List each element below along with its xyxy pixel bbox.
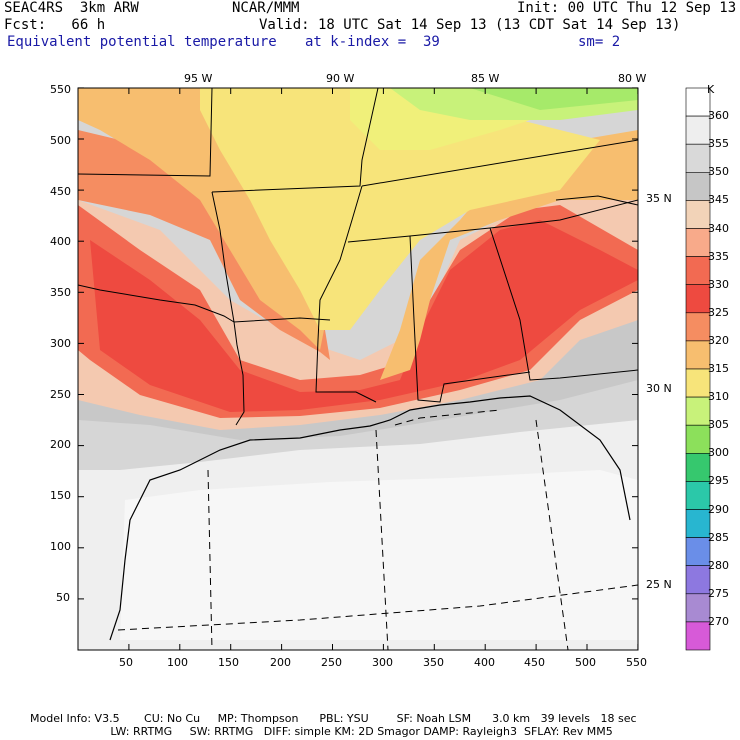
colorbar-swatch [685, 537, 711, 566]
y-tick-label: 50 [56, 591, 70, 604]
colorbar-level-label: 300 [708, 446, 729, 460]
y-tick-label: 500 [50, 134, 71, 147]
colorbar-swatch [685, 452, 711, 482]
x-tick-label: 300 [372, 656, 393, 669]
lon-label: 85 W [471, 72, 500, 85]
colorbar-level-label: 285 [708, 530, 729, 544]
state-borders [78, 88, 638, 426]
colorbar-swatch [685, 509, 711, 538]
lat-label: 35 N [646, 192, 672, 205]
x-tick-label: 400 [474, 656, 495, 669]
x-tick-label: 50 [119, 656, 133, 669]
x-tick-label: 100 [167, 656, 188, 669]
colorbar-level-label: 310 [708, 390, 729, 404]
shaded-field [78, 88, 638, 650]
colorbar-swatch [685, 172, 711, 201]
model-info-line2: LW: RRTMG SW: RRTMG DIFF: simple KM: 2D … [30, 725, 613, 738]
colorbar-swatch [685, 143, 711, 173]
colorbar-swatch [685, 200, 711, 229]
colorbar-level-label: 305 [708, 418, 729, 432]
colorbar-level-label: 330 [708, 277, 729, 291]
colorbar-swatch [685, 396, 711, 426]
colorbar-swatch [685, 228, 711, 257]
x-tick-label: 150 [218, 656, 239, 669]
colorbar-level-label: 360 [708, 109, 729, 123]
plot-frame [77, 87, 639, 651]
colorbar-level-label: 355 [708, 137, 729, 151]
x-tick-label: 550 [626, 656, 647, 669]
field-name: Equivalent potential temperature [7, 34, 277, 50]
smoothing-label: sm= 2 [578, 34, 621, 50]
y-tick-label: 400 [50, 235, 71, 248]
colorbar-level-label: 325 [708, 305, 729, 319]
axis-tick-marks [78, 87, 639, 650]
colorbar-swatch [685, 115, 711, 145]
colorbar-level-label: 340 [708, 221, 729, 235]
lat-label: 25 N [646, 578, 672, 591]
colorbar-swatch [685, 424, 711, 454]
colorbar-swatch [685, 312, 711, 342]
colorbar-swatch [685, 284, 711, 314]
colorbar-level-label: 320 [708, 333, 729, 347]
colorbar-level-label: 290 [708, 502, 729, 516]
x-tick-label: 250 [321, 656, 342, 669]
coastline [109, 395, 631, 641]
colorbar-unit: K [707, 83, 715, 96]
y-tick-label: 550 [50, 83, 71, 96]
y-tick-label: 450 [50, 185, 71, 198]
forecast-hour: Fcst: 66 h [4, 17, 106, 33]
colorbar-level-label: 335 [708, 249, 729, 263]
lat-label: 30 N [646, 382, 672, 395]
colorbar-level-label: 350 [708, 165, 729, 179]
y-tick-label: 300 [50, 337, 71, 350]
colorbar-level-label: 275 [708, 586, 729, 600]
colorbar-swatch [685, 481, 711, 510]
colorbar-level-label: 345 [708, 193, 729, 207]
colorbar-swatch [685, 565, 711, 595]
lat-lon-grid [117, 409, 638, 650]
level-label: at k-index = 39 [305, 34, 440, 50]
colorbar-level-label: 315 [708, 362, 729, 375]
colorbar-level-label: 280 [708, 558, 729, 572]
color-legend [685, 87, 711, 651]
x-tick-label: 200 [270, 656, 291, 669]
colorbar-swatch [685, 593, 711, 623]
colorbar-swatch [685, 340, 711, 370]
org-label: NCAR/MMM [232, 0, 300, 16]
y-tick-label: 100 [50, 540, 71, 553]
colorbar-level-label: 295 [708, 474, 729, 488]
y-tick-label: 200 [50, 438, 71, 451]
x-tick-label: 350 [423, 656, 444, 669]
x-tick-label: 500 [575, 656, 596, 669]
init-time: Init: 00 UTC Thu 12 Sep 13 [517, 0, 737, 16]
model-info-line1: Model Info: V3.5 CU: No Cu MP: Thompson … [30, 712, 637, 725]
lon-label: 95 W [184, 72, 213, 85]
lon-label: 90 W [326, 72, 355, 85]
valid-time: Valid: 18 UTC Sat 14 Sep 13 (13 CDT Sat … [259, 17, 681, 33]
colorbar-swatch [685, 368, 711, 398]
colorbar-level-label: 270 [708, 614, 729, 628]
y-tick-label: 350 [50, 286, 71, 299]
colorbar-swatch [685, 256, 711, 286]
model-title: SEAC4RS 3km ARW [4, 0, 139, 16]
colorbar-swatch [685, 621, 711, 651]
y-tick-label: 250 [50, 388, 71, 401]
lon-label: 80 W [618, 72, 647, 85]
x-tick-label: 450 [524, 656, 545, 669]
y-tick-label: 150 [50, 489, 71, 502]
